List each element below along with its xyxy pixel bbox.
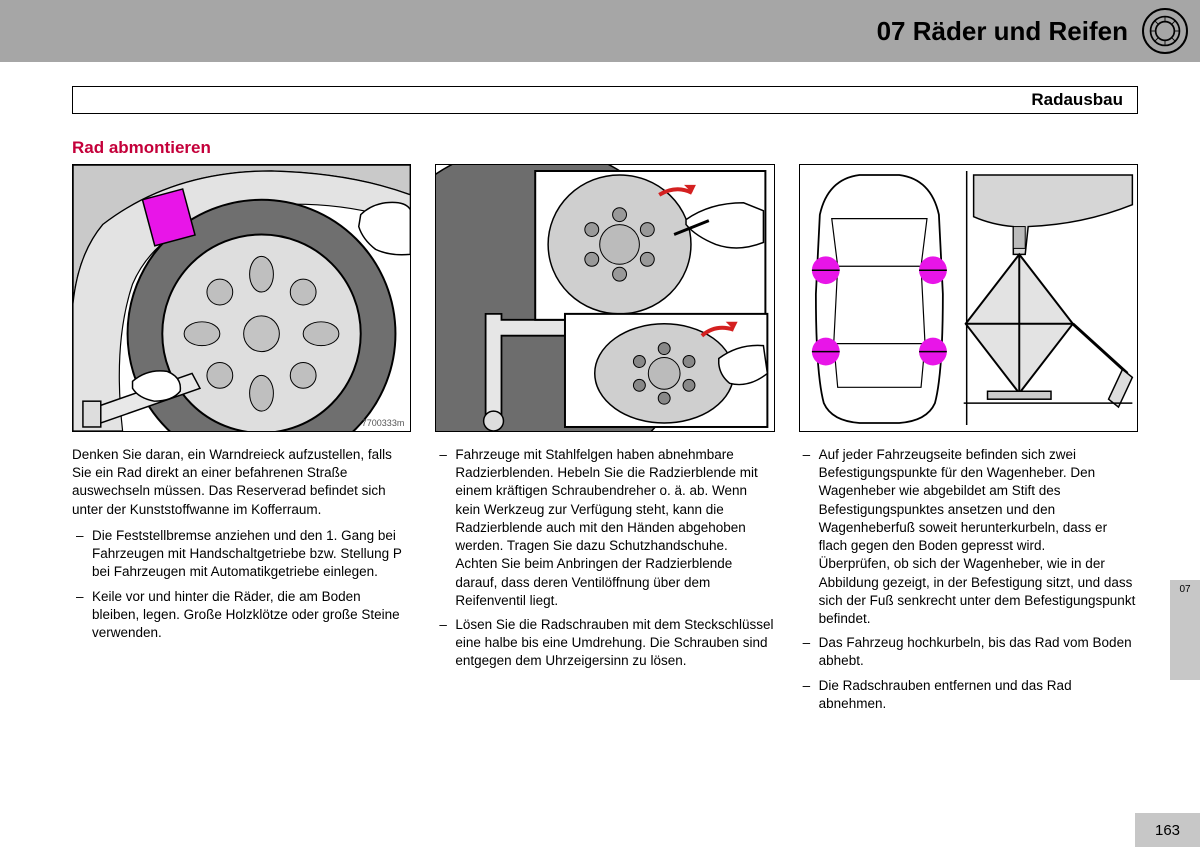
chapter-title: 07 Räder und Reifen [877,16,1128,47]
illustration-wheel-loosen: 7700333m [72,164,411,432]
content-columns: 7700333m Denken Sie daran, ein Warndreie… [72,164,1138,797]
section-heading: Rad abmontieren [72,138,211,158]
section-subtitle: Radausbau [1031,90,1123,110]
tire-icon [1142,8,1188,54]
col1-bullet: Keile vor und hinter die Räder, die am B… [72,588,411,643]
col2-bullet: Lösen Sie die Radschrauben mit dem Steck… [435,616,774,671]
image-reference: 7700333m [362,418,405,428]
col3-bullet: Das Fahrzeug hochkurbeln, bis das Rad vo… [799,634,1138,670]
illustration-hubcap-remove [435,164,774,432]
chapter-header: 07 Räder und Reifen [0,0,1200,62]
column-2: Fahrzeuge mit Stahlfelgen haben abnehmba… [435,164,774,797]
chapter-tab: 07 [1170,580,1200,680]
col1-text: Denken Sie daran, ein Warndreieck aufzus… [72,446,411,648]
illustration-jack-points [799,164,1138,432]
column-3: Auf jeder Fahrzeugseite befinden sich zw… [799,164,1138,797]
col2-text: Fahrzeuge mit Stahlfelgen haben abnehmba… [435,446,774,677]
section-subtitle-box: Radausbau [72,86,1138,114]
col1-intro: Denken Sie daran, ein Warndreieck aufzus… [72,446,411,519]
col1-bullet: Die Feststellbremse anziehen und den 1. … [72,527,411,582]
column-1: 7700333m Denken Sie daran, ein Warndreie… [72,164,411,797]
page-number: 163 [1135,813,1200,847]
col3-text: Auf jeder Fahrzeugseite befinden sich zw… [799,446,1138,719]
col2-bullet: Fahrzeuge mit Stahlfelgen haben abnehmba… [435,446,774,610]
col3-bullet: Auf jeder Fahrzeugseite befinden sich zw… [799,446,1138,628]
col3-bullet: Die Radschrauben entfernen und das Rad a… [799,677,1138,713]
